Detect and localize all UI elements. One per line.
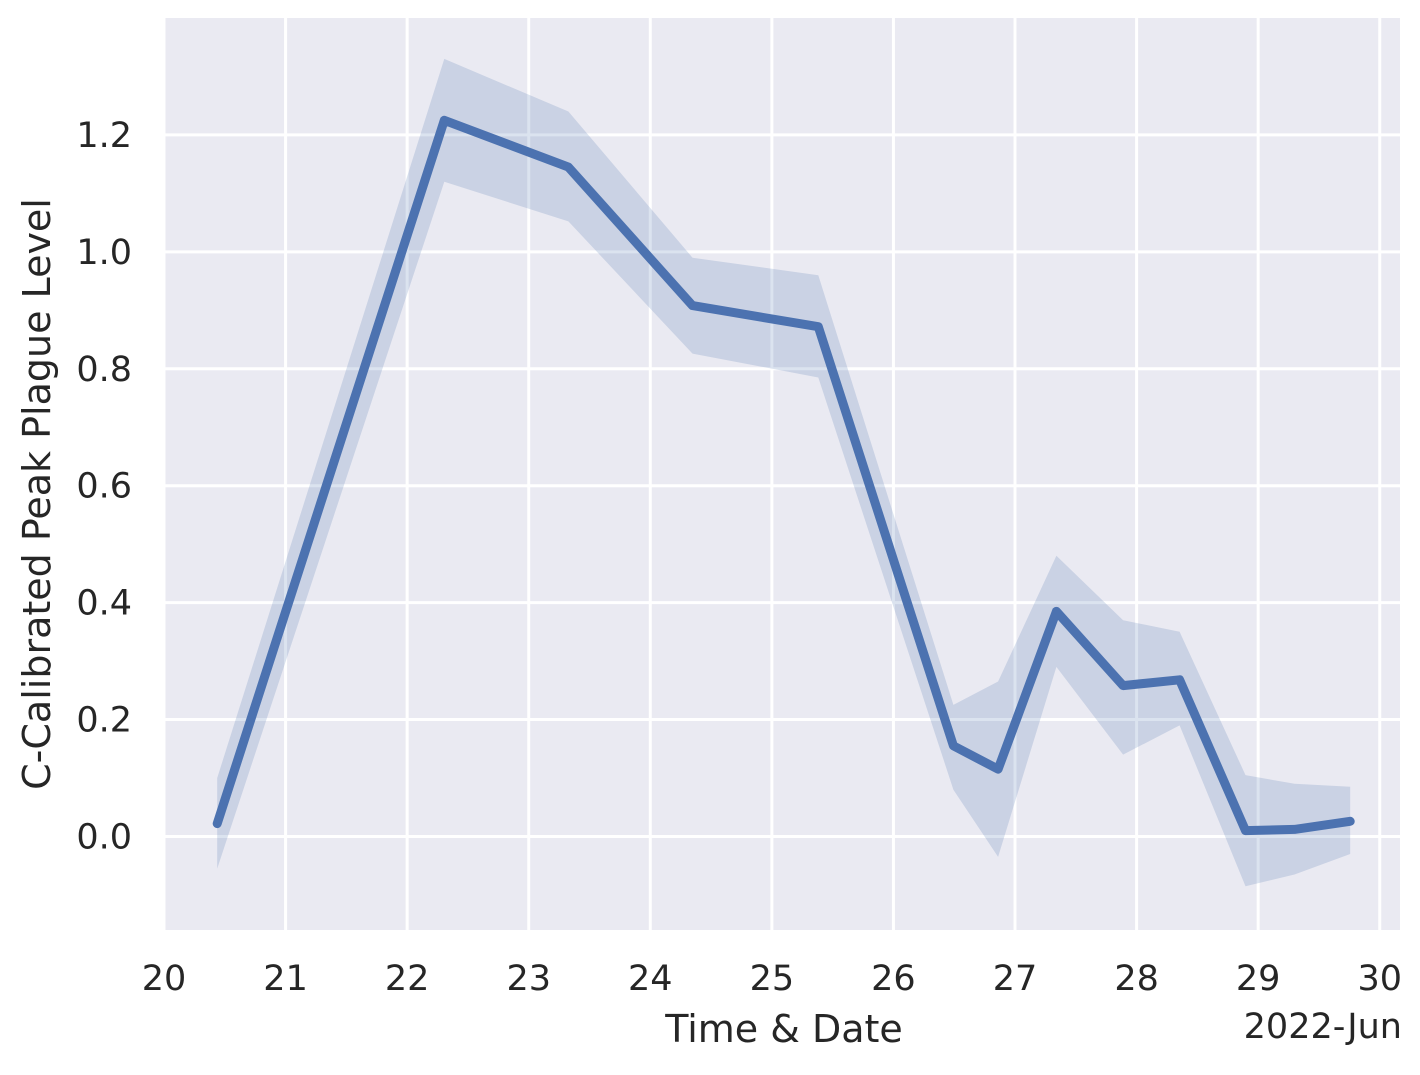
x-tick-label: 22 — [385, 959, 430, 999]
y-axis-label: C-Calibrated Peak Plague Level — [15, 198, 59, 790]
y-tick-label: 0.2 — [76, 701, 132, 741]
x-tick-label: 26 — [871, 959, 916, 999]
y-tick-labels: 0.0 0.2 0.4 0.6 0.8 1.0 1.2 — [76, 116, 132, 858]
y-tick-label: 1.0 — [76, 233, 132, 273]
y-tick-label: 1.2 — [76, 116, 132, 156]
x-tick-label: 20 — [142, 959, 187, 999]
confidence-band-layer — [217, 58, 1351, 887]
series-line — [212, 115, 1355, 836]
x-tick-label: 23 — [506, 959, 551, 999]
x-tick-label: 24 — [628, 959, 673, 999]
x-tick-label: 21 — [263, 959, 308, 999]
plot-background — [164, 18, 1400, 930]
y-tick-label: 0.4 — [76, 584, 132, 624]
x-axis-label: Time & Date — [664, 1007, 903, 1051]
x-tick-label: 28 — [1114, 959, 1159, 999]
x-tick-label: 29 — [1236, 959, 1281, 999]
grid-lines — [162, 18, 1400, 930]
series-line-layer — [212, 115, 1355, 836]
y-tick-label: 0.0 — [76, 817, 132, 857]
x-tick-label: 30 — [1357, 959, 1402, 999]
x-tick-label: 25 — [750, 959, 795, 999]
y-tick-label: 0.6 — [76, 467, 132, 507]
x-tick-label: 27 — [993, 959, 1038, 999]
confidence-band — [217, 58, 1351, 887]
x-axis-offset-label: 2022-Jun — [1244, 1007, 1402, 1047]
x-tick-labels: 20 21 22 23 24 25 26 27 28 29 30 — [142, 959, 1402, 999]
y-tick-label: 0.8 — [76, 350, 132, 390]
